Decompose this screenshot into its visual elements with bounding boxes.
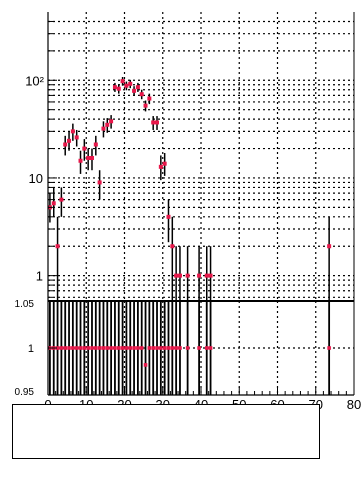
main-data-point xyxy=(147,96,152,101)
ratio-data-point xyxy=(67,346,71,350)
ratio-data-point xyxy=(74,346,79,350)
main-data-point xyxy=(93,142,98,147)
ratio-data-point xyxy=(86,346,90,350)
ratio-data-point xyxy=(116,346,121,350)
legend-box xyxy=(12,404,320,459)
ratio-data-point xyxy=(55,346,60,350)
ratio-data-points xyxy=(48,346,331,367)
ratio-data-point xyxy=(101,346,106,350)
ratio-data-point xyxy=(128,346,133,350)
main-data-point xyxy=(105,122,110,127)
main-data-point xyxy=(327,244,332,249)
main-data-point xyxy=(155,120,160,125)
main-data-point xyxy=(158,164,163,169)
ratio-data-point xyxy=(170,346,175,350)
main-data-point xyxy=(204,273,209,278)
main-data-point xyxy=(135,85,140,90)
ratio-data-point xyxy=(151,346,155,350)
ratio-data-point xyxy=(162,346,167,350)
ratio-data-point xyxy=(143,363,148,367)
main-data-point xyxy=(177,273,182,278)
ratio-data-point xyxy=(139,346,144,350)
ratio-data-point xyxy=(90,346,94,350)
main-data-point xyxy=(143,103,148,108)
main-plot-panel: 1 10 10² xyxy=(25,12,355,301)
main-data-point xyxy=(70,129,75,134)
ratio-data-point xyxy=(71,346,75,350)
main-data-point xyxy=(63,142,68,147)
ratio-data-point xyxy=(63,346,68,350)
main-y-tick-label: 1 xyxy=(36,269,43,284)
ratio-data-point xyxy=(155,346,159,350)
ratio-data-point xyxy=(208,346,213,350)
main-data-point xyxy=(128,81,133,86)
main-data-point xyxy=(208,273,213,278)
main-data-point xyxy=(97,180,102,185)
main-data-point xyxy=(174,273,179,278)
main-data-point xyxy=(197,273,202,278)
ratio-data-point xyxy=(105,346,110,350)
ratio-data-point xyxy=(178,346,182,350)
main-data-point xyxy=(185,273,190,278)
ratio-y-tick-label: 1.05 xyxy=(15,299,35,310)
ratio-x-tick-label: 80 xyxy=(347,397,361,412)
main-data-point xyxy=(55,244,60,249)
main-data-point xyxy=(89,156,94,161)
main-data-point xyxy=(151,120,156,125)
ratio-data-point xyxy=(166,346,171,350)
main-data-point xyxy=(51,201,56,206)
main-data-point xyxy=(120,79,125,84)
ratio-grid-lines xyxy=(48,301,354,395)
main-y-tick-label: 10² xyxy=(25,73,44,88)
main-data-point xyxy=(116,86,121,91)
main-data-point xyxy=(67,138,72,143)
main-data-point xyxy=(101,126,106,131)
main-data-points xyxy=(47,79,332,278)
ratio-data-point xyxy=(159,346,163,350)
main-data-point xyxy=(112,85,117,90)
ratio-data-point xyxy=(82,346,87,350)
ratio-data-point xyxy=(97,346,102,350)
main-data-point xyxy=(162,161,167,166)
ratio-y-tick-label: 1 xyxy=(28,343,34,355)
ratio-data-point xyxy=(94,346,98,350)
main-data-point xyxy=(82,146,87,151)
ratio-data-point xyxy=(120,346,125,350)
ratio-y-tick-label: 0.95 xyxy=(15,387,35,398)
ratio-data-point xyxy=(124,346,129,350)
main-y-tick-label: 10 xyxy=(29,171,43,186)
ratio-data-point xyxy=(185,346,190,350)
ratio-data-point xyxy=(132,346,136,350)
ratio-data-point xyxy=(174,346,178,350)
ratio-data-point xyxy=(197,346,201,350)
main-data-point xyxy=(124,83,129,88)
ratio-data-point xyxy=(147,346,152,350)
main-error-bars xyxy=(49,77,330,301)
ratio-data-point xyxy=(204,346,209,350)
ratio-data-point xyxy=(113,346,117,350)
main-data-point xyxy=(78,158,83,163)
ratio-data-point xyxy=(78,346,83,350)
main-data-point xyxy=(170,244,175,249)
ratio-data-point xyxy=(109,346,113,350)
ratio-data-point xyxy=(327,346,331,350)
main-data-point xyxy=(74,135,79,140)
main-data-point xyxy=(166,214,171,219)
ratio-data-point xyxy=(136,346,140,350)
main-data-point xyxy=(132,88,137,93)
main-data-point xyxy=(139,92,144,97)
main-data-point xyxy=(86,156,91,161)
main-axes: 1 10 10² xyxy=(25,12,355,301)
ratio-data-point xyxy=(59,346,64,350)
main-data-point xyxy=(59,197,64,202)
main-data-point xyxy=(109,119,114,124)
